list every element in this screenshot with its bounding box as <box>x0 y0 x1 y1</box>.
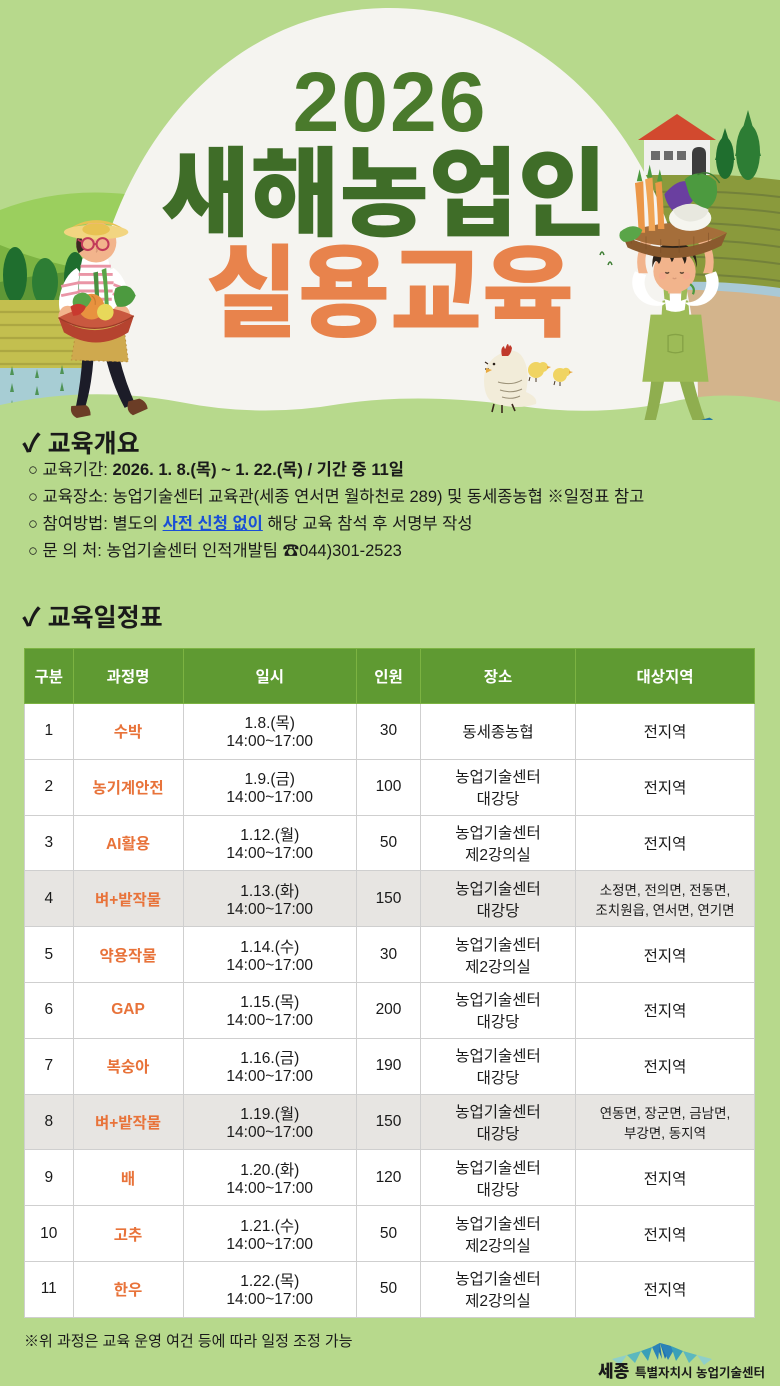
svg-text:특별자치시 농업기술센터: 특별자치시 농업기술센터 <box>635 1365 765 1380</box>
svg-text:세종: 세종 <box>598 1362 630 1381</box>
